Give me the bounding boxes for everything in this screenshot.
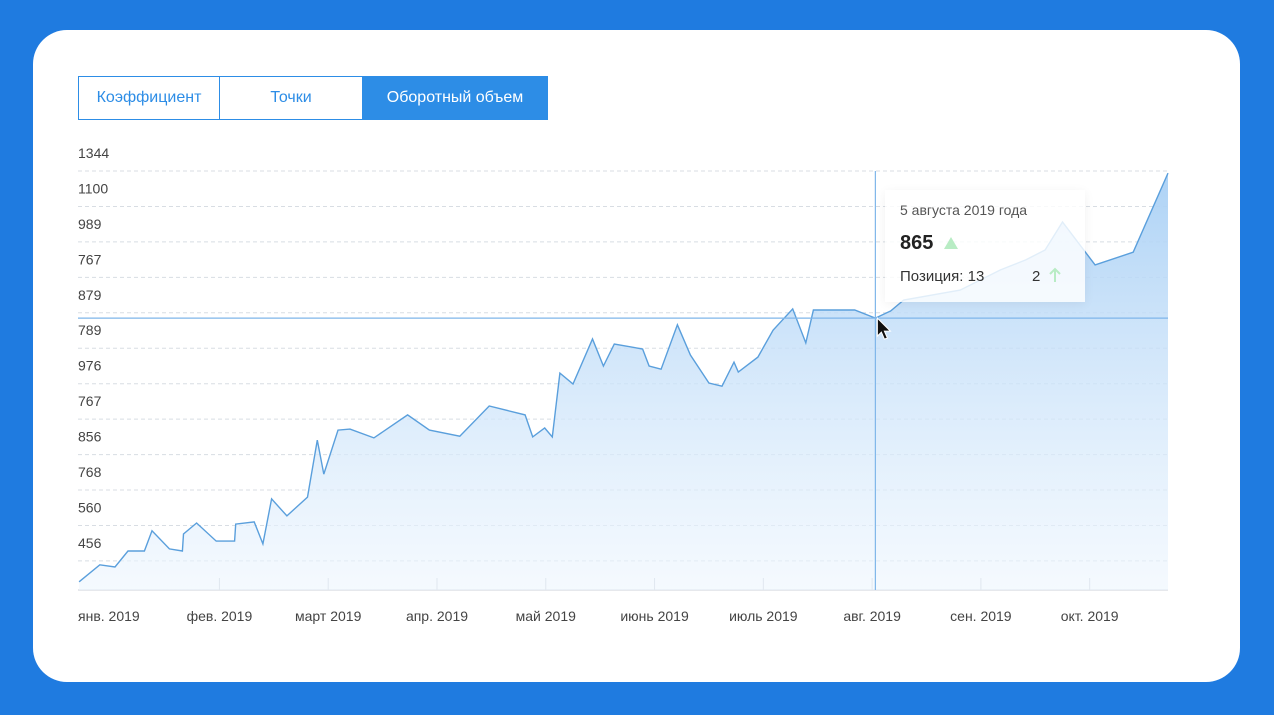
tooltip-value: 865: [900, 232, 934, 254]
x-tick-label: апр. 2019: [406, 608, 468, 624]
up-triangle: [944, 237, 958, 249]
area: [79, 173, 1169, 590]
y-tick-label: 768: [78, 464, 102, 480]
x-tick-label: окт. 2019: [1061, 608, 1119, 624]
y-tick-label: 1344: [78, 145, 109, 161]
tab[interactable]: Коэффициент: [78, 76, 220, 120]
x-tick-label: июль 2019: [729, 608, 798, 624]
tabs: Коэффициент Точки Оборотный объем: [78, 76, 548, 120]
y-tick-label: 560: [78, 499, 102, 515]
tab[interactable]: Точки: [220, 76, 363, 120]
x-tick-label: сен. 2019: [950, 608, 1012, 624]
x-tick-label: авг. 2019: [843, 608, 901, 624]
tooltip: 5 августа 2019 года 865 Позиция: 13 2: [885, 190, 1085, 302]
y-tick-label: 879: [78, 287, 102, 303]
x-tick-label: фев. 2019: [187, 608, 253, 624]
x-tick-label: март 2019: [295, 608, 362, 624]
y-tick-label: 989: [78, 216, 102, 232]
tooltip-change: 2: [1032, 268, 1041, 285]
y-tick-label: 1100: [78, 180, 108, 196]
y-tick-label: 456: [78, 535, 102, 551]
y-tick-label: 976: [78, 358, 102, 374]
cursor: [876, 316, 892, 340]
y-tick-label: 789: [78, 322, 102, 338]
tooltip-position: Позиция: 13: [900, 268, 985, 285]
tooltip-date: 5 августа 2019 года: [900, 202, 1028, 218]
line: [78, 172, 1169, 583]
up-arrow: [1049, 267, 1061, 282]
x-tick-label: май 2019: [516, 608, 576, 624]
tab-active[interactable]: Оборотный объем: [363, 76, 548, 120]
x-tick-label: янв. 2019: [78, 608, 140, 624]
y-tick-label: 856: [78, 429, 102, 445]
y-tick-label: 767: [78, 251, 102, 267]
y-tick-label: 767: [78, 393, 102, 409]
x-tick-label: июнь 2019: [620, 608, 689, 624]
